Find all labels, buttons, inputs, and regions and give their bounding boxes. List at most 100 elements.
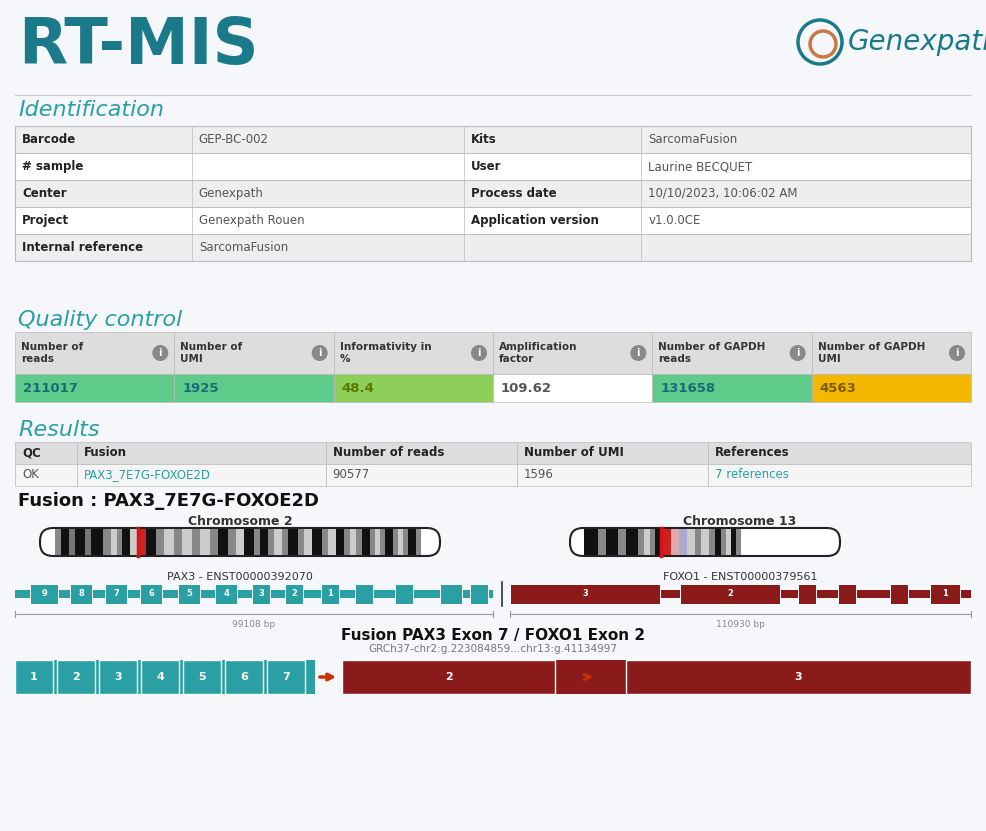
Bar	[228, 529, 236, 555]
Text: 1925: 1925	[182, 381, 219, 395]
Text: SarcomaFusion: SarcomaFusion	[199, 241, 288, 254]
Bar	[69, 529, 75, 555]
Text: 5: 5	[186, 589, 192, 598]
Text: 9: 9	[41, 589, 47, 598]
Bar	[15, 442, 77, 464]
Bar	[736, 529, 741, 555]
Bar	[225, 660, 263, 694]
Bar	[731, 529, 736, 555]
Bar	[671, 529, 679, 555]
Bar	[403, 529, 408, 555]
Bar	[268, 529, 274, 555]
Text: 6: 6	[240, 672, 247, 682]
Bar	[709, 529, 715, 555]
Text: 1: 1	[327, 589, 333, 598]
Text: GEP-BC-002: GEP-BC-002	[199, 133, 269, 146]
Text: 99108 bp: 99108 bp	[233, 620, 275, 629]
Bar	[930, 584, 960, 604]
Text: # sample: # sample	[22, 160, 84, 173]
Text: Fusion: Fusion	[84, 446, 127, 460]
Circle shape	[312, 345, 327, 361]
Bar	[192, 529, 200, 555]
Text: 131658: 131658	[661, 381, 716, 395]
Text: Genexpath: Genexpath	[199, 187, 263, 200]
Text: Number of GAPDH
UMI: Number of GAPDH UMI	[817, 342, 925, 364]
Bar	[122, 529, 130, 555]
Text: 1: 1	[942, 589, 948, 598]
Bar	[99, 660, 137, 694]
Bar	[236, 529, 244, 555]
Text: Fusion : PAX3_7E7G-FOXOE2D: Fusion : PAX3_7E7G-FOXOE2D	[18, 492, 319, 510]
Bar	[30, 584, 58, 604]
Bar	[15, 126, 971, 153]
Bar	[15, 234, 971, 261]
Bar	[274, 529, 282, 555]
Text: QC: QC	[22, 446, 40, 460]
Bar	[650, 529, 655, 555]
Bar	[715, 529, 721, 555]
Bar	[218, 529, 228, 555]
Circle shape	[630, 345, 647, 361]
Bar	[70, 584, 92, 604]
Bar	[638, 529, 644, 555]
Bar	[655, 529, 661, 555]
Bar	[493, 374, 653, 402]
Text: Fusion PAX3 Exon 7 / FOXO1 Exon 2: Fusion PAX3 Exon 7 / FOXO1 Exon 2	[341, 628, 645, 643]
Text: Quality control: Quality control	[18, 310, 182, 330]
Bar	[322, 529, 328, 555]
Bar	[726, 529, 731, 555]
Bar	[75, 529, 85, 555]
Text: References: References	[715, 446, 790, 460]
Circle shape	[471, 345, 487, 361]
Bar	[77, 442, 325, 464]
Bar	[838, 584, 856, 604]
Text: Center: Center	[22, 187, 67, 200]
Bar	[408, 529, 416, 555]
Bar	[244, 529, 254, 555]
Bar	[811, 332, 971, 374]
Text: 7: 7	[282, 672, 290, 682]
Text: Number of
UMI: Number of UMI	[180, 342, 243, 364]
Bar	[210, 529, 218, 555]
Bar	[15, 660, 315, 694]
Text: 7 references: 7 references	[715, 469, 789, 481]
Text: v1.0.0CE: v1.0.0CE	[648, 214, 701, 227]
Bar	[679, 529, 687, 555]
Text: 4: 4	[223, 589, 229, 598]
Bar	[215, 584, 237, 604]
Text: Chromosome 13: Chromosome 13	[683, 515, 797, 528]
Bar	[61, 529, 69, 555]
Bar	[398, 529, 403, 555]
Text: PAX3_7E7G-FOXOE2D: PAX3_7E7G-FOXOE2D	[84, 469, 211, 481]
Text: OK: OK	[22, 469, 38, 481]
Bar	[267, 660, 305, 694]
Bar	[370, 529, 375, 555]
Bar	[687, 529, 695, 555]
Text: 10/10/2023, 10:06:02 AM: 10/10/2023, 10:06:02 AM	[648, 187, 798, 200]
Circle shape	[949, 345, 965, 361]
Bar	[156, 529, 164, 555]
Text: 6: 6	[148, 589, 154, 598]
Bar	[661, 529, 671, 555]
Bar	[395, 584, 413, 604]
Bar	[584, 529, 598, 555]
Text: i: i	[477, 348, 481, 358]
Bar	[254, 529, 260, 555]
Text: 48.4: 48.4	[342, 381, 375, 395]
Text: Informativity in
%: Informativity in %	[339, 342, 431, 364]
Bar	[393, 529, 398, 555]
Bar	[440, 584, 462, 604]
Bar	[282, 529, 288, 555]
Text: SarcomaFusion: SarcomaFusion	[648, 133, 738, 146]
Bar	[304, 529, 312, 555]
Bar	[55, 529, 61, 555]
Text: Project: Project	[22, 214, 69, 227]
Bar	[336, 529, 344, 555]
Text: i: i	[159, 348, 162, 358]
Text: 90577: 90577	[332, 469, 370, 481]
Bar	[493, 332, 653, 374]
Bar	[517, 442, 708, 464]
Bar	[15, 660, 53, 694]
Text: Amplification
factor: Amplification factor	[499, 342, 578, 364]
Text: GRCh37-chr2:g.223084859...chr13:g.41134997: GRCh37-chr2:g.223084859...chr13:g.411349…	[369, 644, 617, 654]
